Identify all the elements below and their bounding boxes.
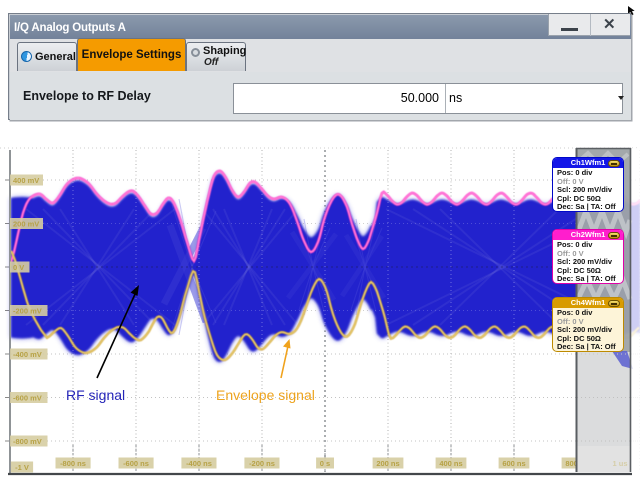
svg-text:0 s: 0 s [320,459,330,468]
svg-text:200 mV: 200 mV [13,219,39,228]
svg-text:1 us: 1 us [612,459,627,468]
svg-text:-600 mV: -600 mV [13,393,42,402]
svg-text:600 ns: 600 ns [502,459,525,468]
svg-text:Envelope signal: Envelope signal [216,387,315,403]
svg-text:-800 mV: -800 mV [13,437,42,446]
svg-text:-200 mV: -200 mV [13,306,42,315]
svg-text:200 ns: 200 ns [376,459,399,468]
svg-text:-1 V: -1 V [15,463,29,472]
svg-text:RF signal: RF signal [66,387,125,403]
svg-text:-600 ns: -600 ns [123,459,149,468]
svg-text:-400 mV: -400 mV [13,350,42,359]
svg-text:-200 ns: -200 ns [249,459,275,468]
svg-text:-400 ns: -400 ns [186,459,212,468]
svg-text:400 ns: 400 ns [439,459,462,468]
svg-text:-800 ns: -800 ns [60,459,86,468]
svg-text:400 mV: 400 mV [13,176,39,185]
svg-text:0 V: 0 V [13,263,24,272]
